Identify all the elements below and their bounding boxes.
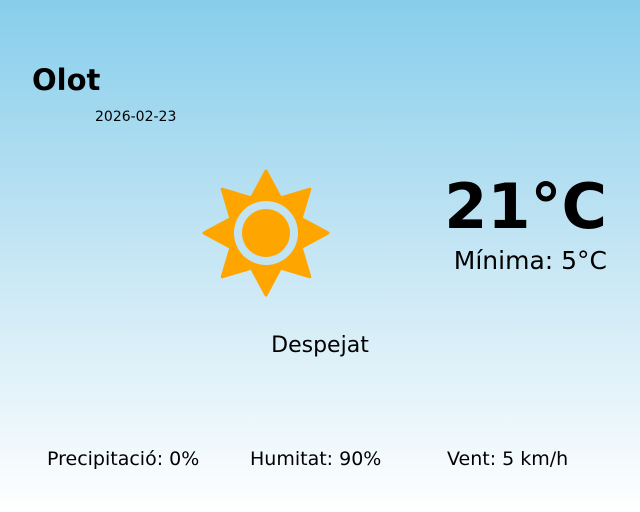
forecast-date: 2026-02-23 — [95, 109, 177, 125]
humidity-stat: Humitat: 90% — [250, 448, 382, 470]
precipitation-stat: Precipitació: 0% — [47, 448, 200, 470]
city-name: Olot — [32, 63, 101, 97]
weather-condition: Despejat — [271, 333, 369, 358]
wind-stat: Vent: 5 km/h — [447, 448, 569, 470]
sun-icon — [202, 169, 330, 297]
current-temperature: 21°C — [444, 170, 607, 243]
minimum-temperature: Mínima: 5°C — [453, 246, 607, 275]
